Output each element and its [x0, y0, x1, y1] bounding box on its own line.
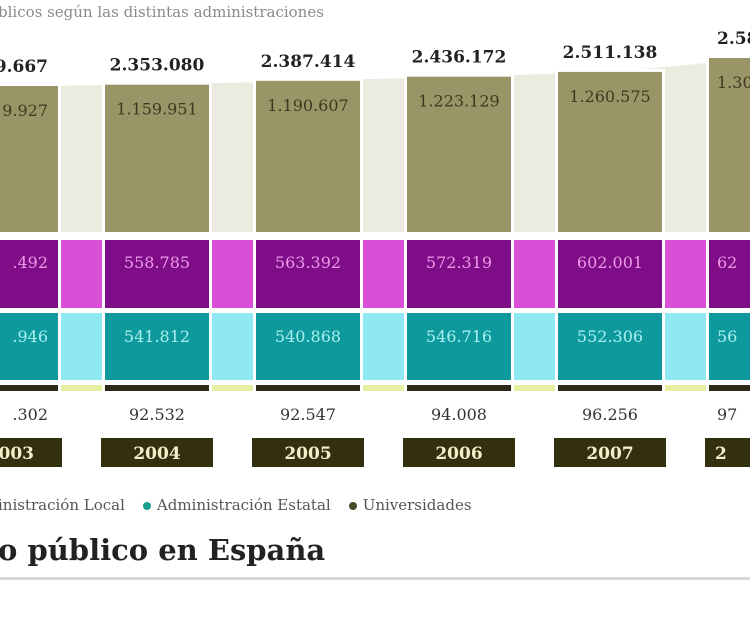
bar-segment-series-3 [0, 313, 58, 380]
total-label: 2.387.414 [261, 52, 356, 72]
x-tick-label: 2 [715, 444, 727, 464]
year-box [101, 438, 213, 467]
legend-dot-icon [348, 502, 357, 510]
legend-dot-icon [142, 502, 151, 510]
year-box [252, 438, 364, 467]
data-label-series-3: .946 [12, 327, 48, 346]
data-label-series-3: 541.812 [124, 327, 190, 346]
bar-segment-series-2 [256, 240, 360, 308]
bar-segment-series-3 [256, 313, 360, 380]
data-label-series-1: 1.159.951 [116, 100, 197, 119]
data-label-series-2: 563.392 [275, 253, 341, 272]
bar-segment-series-3 [407, 313, 511, 380]
data-label-series-3: 546.716 [426, 327, 492, 346]
data-label-series-4: .302 [12, 405, 48, 424]
total-label: 2.58 [717, 29, 750, 49]
legend-item: inistración Local [0, 496, 125, 514]
bar-segment-series-2 [407, 240, 511, 308]
bar-segment-series-1 [709, 58, 750, 232]
data-label-series-1: 9.927 [2, 101, 48, 120]
bar-segment-series-4 [256, 385, 360, 391]
year-box [705, 438, 750, 467]
year-box [554, 438, 666, 467]
bar-segment-series-4 [709, 385, 750, 391]
data-label-series-1: 1.260.575 [569, 87, 650, 106]
bar-segment-series-4 [407, 385, 511, 391]
divider [0, 577, 750, 580]
data-label-series-2: 602.001 [577, 253, 643, 272]
data-label-series-3: 56 [717, 327, 737, 346]
data-label-series-3: 540.868 [275, 327, 341, 346]
bar-segment-series-1 [558, 71, 662, 232]
bar-segment-series-2 [105, 240, 209, 308]
legend-label: inistración Local [0, 496, 125, 514]
data-label-series-1: 1.190.607 [267, 96, 348, 115]
bar-segment-series-3 [709, 313, 750, 380]
data-label-series-1: 1.30 [717, 73, 750, 92]
data-label-series-3: 552.306 [577, 327, 643, 346]
legend-label: Universidades [362, 496, 472, 514]
data-label-series-4: 94.008 [431, 405, 487, 424]
x-tick-label: 003 [0, 444, 34, 464]
data-label-series-4: 92.547 [280, 405, 336, 424]
total-label: 9.667 [0, 57, 48, 77]
data-label-series-4: 92.532 [129, 405, 185, 424]
bar-segment-series-2 [709, 240, 750, 308]
legend-item: Universidades [348, 496, 472, 514]
total-label: 2.511.138 [563, 43, 658, 63]
legend-item: Administración Estatal [142, 496, 331, 514]
data-label-series-2: 558.785 [124, 253, 190, 272]
bar-segment-series-2 [558, 240, 662, 308]
bar-segment-series-1 [105, 84, 209, 233]
chart-title: o público en España [0, 533, 326, 567]
x-tick-label: 2004 [133, 444, 180, 464]
bar-segment-series-3 [558, 313, 662, 380]
data-label-series-4: 96.256 [582, 405, 638, 424]
bar-segment-series-2 [0, 240, 58, 308]
legend-label: Administración Estatal [156, 496, 331, 514]
bar-segment-series-1 [256, 80, 360, 232]
year-box [403, 438, 515, 467]
bar-segment-series-4 [0, 385, 58, 391]
data-label-series-4: 97 [717, 405, 737, 424]
data-label-series-1: 1.223.129 [418, 92, 499, 111]
band-series-4 [0, 385, 750, 391]
stacked-bar-chart: 9.667 9.927 .492 .946 .302 003 2.353.080 1.159.… [0, 29, 750, 467]
bar-segment-series-1 [0, 86, 58, 232]
data-label-series-2: 572.319 [426, 253, 492, 272]
bar-segment-series-3 [105, 313, 209, 380]
x-tick-label: 2006 [435, 444, 482, 464]
x-tick-label: 2007 [586, 444, 633, 464]
data-label-series-2: .492 [12, 253, 48, 272]
chart-subtitle: blicos según las distintas administracio… [0, 3, 324, 21]
data-label-series-2: 62 [717, 253, 737, 272]
year-box [0, 438, 62, 467]
total-label: 2.353.080 [110, 56, 205, 76]
legend: inistración Local Administración Estatal U… [0, 496, 472, 514]
bar-segment-series-4 [105, 385, 209, 391]
total-label: 2.436.172 [412, 48, 507, 68]
bar-segment-series-1 [407, 76, 511, 232]
x-tick-label: 2005 [284, 444, 331, 464]
bar-segment-series-4 [558, 385, 662, 391]
